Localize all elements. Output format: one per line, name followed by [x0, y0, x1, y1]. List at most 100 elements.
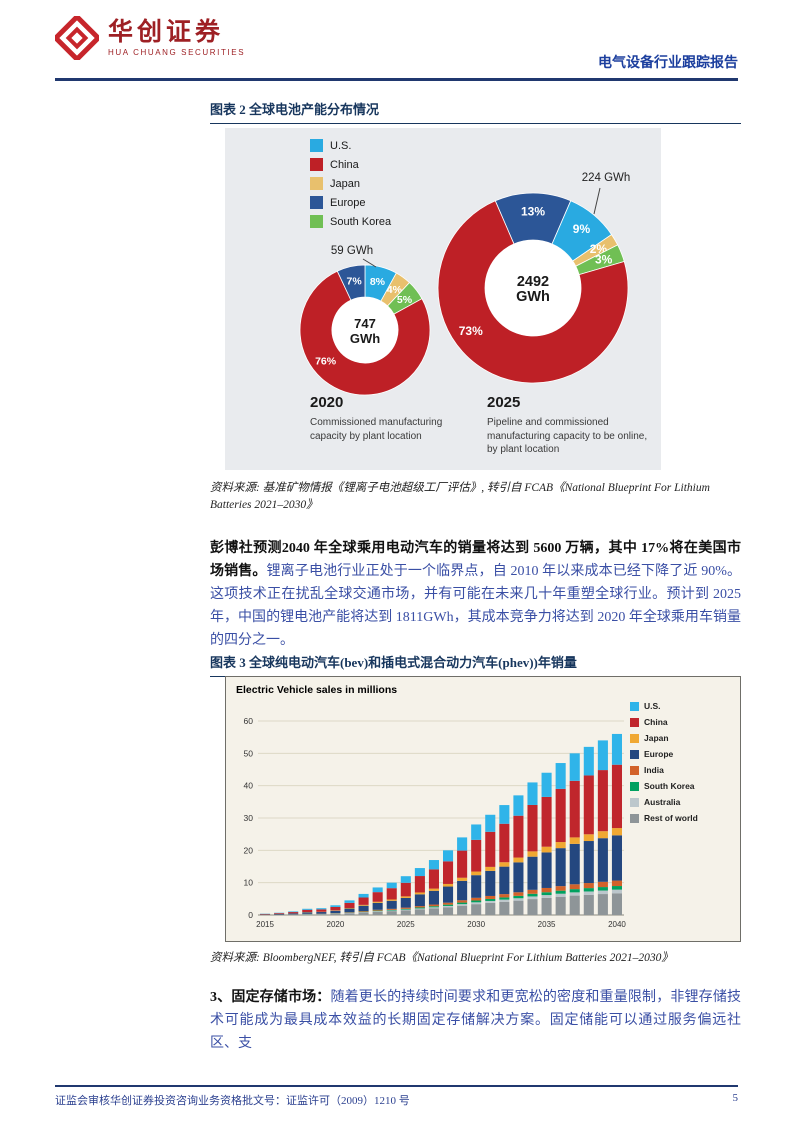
legend-label: Japan: [644, 733, 669, 743]
legend-label: China: [644, 717, 668, 727]
figure3-title: 图表 3 全球纯电动汽车(bev)和插电式混合动力汽车(phev))年销量: [210, 652, 741, 677]
legend-item-europe: Europe: [310, 196, 391, 209]
legend-swatch: [630, 749, 639, 759]
svg-text:10: 10: [244, 878, 254, 888]
svg-text:2025: 2025: [397, 920, 415, 929]
bar-chart-title: Electric Vehicle sales in millions: [236, 684, 398, 696]
legend-label: U.S.: [644, 701, 661, 711]
pie-2025-caption: Pipeline and commissioned manufacturing …: [487, 417, 648, 455]
svg-text:2015: 2015: [256, 920, 274, 929]
legend-swatch: [630, 765, 639, 775]
svg-text:0: 0: [248, 910, 253, 920]
figure3-legend: U.S. China Japan Europe India South Korea Aust…: [630, 701, 740, 829]
legend-swatch: [310, 158, 323, 171]
svg-text:73%: 73%: [459, 324, 483, 338]
svg-text:GWh: GWh: [516, 289, 550, 305]
svg-text:40: 40: [244, 781, 254, 791]
legend-item-japan: Japan: [630, 733, 740, 743]
legend-label: India: [644, 765, 664, 775]
legend-swatch: [630, 701, 639, 711]
legend-label: China: [330, 158, 359, 171]
legend-item-south-korea: South Korea: [630, 781, 740, 791]
svg-text:5%: 5%: [397, 294, 413, 306]
legend-swatch: [630, 781, 639, 791]
legend-item-u-s-: U.S.: [630, 701, 740, 711]
footer-license: 证监会审核华创证券投资咨询业务资格批文号：证监许可（2009）1210 号: [55, 1095, 410, 1107]
header-divider: [55, 78, 738, 81]
legend-item-china: China: [310, 158, 391, 171]
figure2-donut-chart: U.S. China Japan Europe South Korea 8% 4% 5% 76…: [225, 128, 661, 470]
svg-text:2035: 2035: [538, 920, 556, 929]
figure2-title: 图表 2 全球电池产能分布情况: [210, 99, 741, 124]
svg-text:59 GWh: 59 GWh: [331, 245, 373, 257]
legend-label: Rest of world: [644, 813, 698, 823]
figure2-source: 资料来源: 基准矿物情报《锂离子电池超级工厂评估》, 转引自 FCAB《Nati…: [210, 482, 710, 511]
pie-2025-year: 2025: [487, 394, 521, 411]
svg-text:224 GWh: 224 GWh: [582, 172, 631, 184]
svg-text:GWh: GWh: [350, 331, 380, 346]
legend-swatch: [310, 139, 323, 152]
report-type-label: 电气设备行业跟踪报告: [598, 56, 738, 71]
paragraph-forecast: 彭博社预测2040 年全球乘用电动汽车的销量将达到 5600 万辆，其中 17%…: [210, 537, 741, 652]
svg-text:50: 50: [244, 748, 254, 758]
svg-text:76%: 76%: [315, 355, 337, 367]
legend-label: South Korea: [644, 781, 695, 791]
legend-swatch: [630, 813, 639, 823]
svg-text:8%: 8%: [370, 276, 386, 288]
brand-mark-icon: [55, 16, 99, 60]
page-header: 华创证券 HUA CHUANG SECURITIES 电气设备行业跟踪报告: [55, 14, 738, 76]
legend-label: Europe: [330, 196, 366, 209]
legend-item-japan: Japan: [310, 177, 391, 190]
legend-item-south-korea: South Korea: [310, 215, 391, 228]
svg-text:2020: 2020: [327, 920, 345, 929]
svg-text:3%: 3%: [595, 253, 613, 267]
svg-text:2492: 2492: [517, 274, 549, 290]
page-footer: 证监会审核华创证券投资咨询业务资格批文号：证监许可（2009）1210 号 5: [55, 1092, 738, 1108]
svg-text:13%: 13%: [521, 205, 545, 219]
svg-text:7%: 7%: [346, 276, 362, 288]
pie-2020-caption: Commissioned manufacturing capacity by p…: [310, 417, 443, 442]
svg-text:4%: 4%: [387, 284, 403, 296]
svg-text:30: 30: [244, 813, 254, 823]
legend-label: Europe: [644, 749, 674, 759]
legend-label: Japan: [330, 177, 360, 190]
legend-item-rest-of-world: Rest of world: [630, 813, 740, 823]
legend-item-u-s-: U.S.: [310, 139, 391, 152]
legend-item-australia: Australia: [630, 797, 740, 807]
svg-text:60: 60: [244, 716, 254, 726]
figure2-legend: U.S. China Japan Europe South Korea: [310, 139, 391, 234]
brand-logo: 华创证券 HUA CHUANG SECURITIES: [55, 16, 245, 60]
paragraph-forecast-lead: 彭博社预测2040 年全球乘用电动汽车的销量将达到 5600 万辆，其中 17%…: [210, 541, 741, 579]
svg-text:20: 20: [244, 845, 254, 855]
svg-text:747: 747: [354, 316, 376, 331]
legend-item-china: China: [630, 717, 740, 727]
paragraph-storage-body: 随着更长的持续时间要求和更宽松的密度和重量限制，非锂存储技术可能成为最具成本效益…: [210, 990, 742, 1051]
legend-item-india: India: [630, 765, 740, 775]
brand-text: 华创证券 HUA CHUANG SECURITIES: [108, 17, 246, 58]
footer-divider: [55, 1085, 738, 1087]
legend-swatch: [310, 196, 323, 209]
paragraph-storage-lead: 3、固定存储市场：: [210, 990, 331, 1005]
figure3-source: 资料来源: BloombergNEF, 转引自 FCAB《National Bl…: [210, 952, 673, 964]
page-number: 5: [732, 1092, 739, 1104]
legend-swatch: [310, 215, 323, 228]
legend-label: U.S.: [330, 139, 352, 152]
legend-label: Australia: [644, 797, 681, 807]
brand-name-en: HUA CHUANG SECURITIES: [108, 48, 246, 58]
svg-text:2040: 2040: [608, 920, 626, 929]
brand-name-cn: 华创证券: [108, 17, 225, 46]
paragraph-storage: 3、固定存储市场：随着更长的持续时间要求和更宽松的密度和重量限制，非锂存储技术可…: [210, 986, 741, 1055]
legend-swatch: [630, 717, 639, 727]
paragraph-forecast-body: 锂离子电池行业正处于一个临界点，自 2010 年以来成本已经下降了近 90%。这…: [210, 564, 741, 648]
legend-swatch: [630, 797, 639, 807]
svg-text:9%: 9%: [573, 222, 591, 236]
legend-swatch: [630, 733, 639, 743]
svg-text:2030: 2030: [467, 920, 485, 929]
legend-swatch: [310, 177, 323, 190]
pie-2020-year: 2020: [310, 394, 344, 411]
legend-label: South Korea: [330, 215, 392, 228]
figure3-bar-chart: Electric Vehicle sales in millions 0 10 20…: [225, 676, 741, 942]
